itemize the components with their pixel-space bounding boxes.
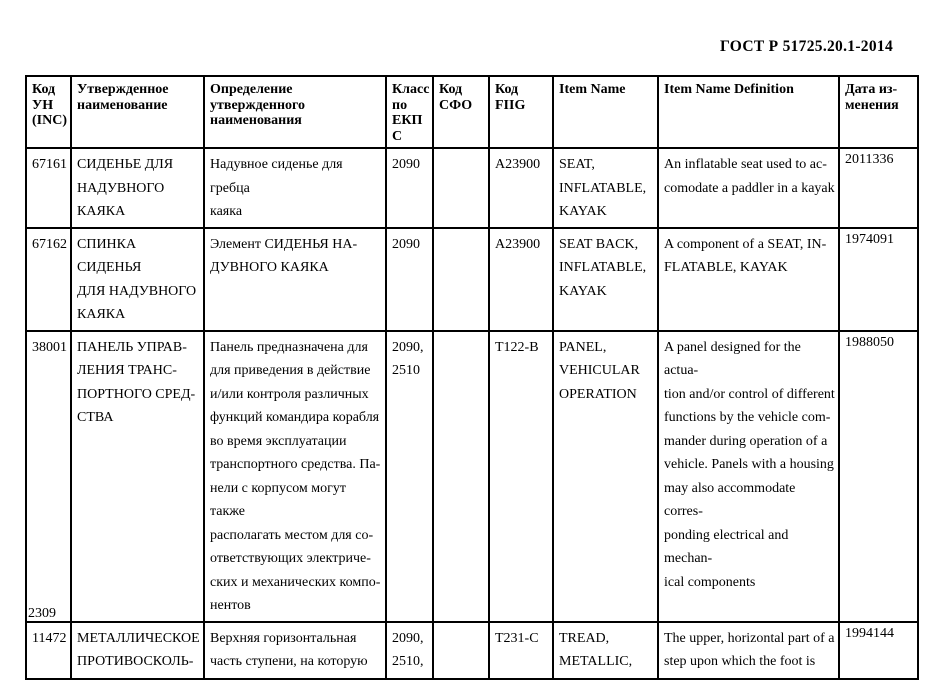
cell-item-name: SEAT BACK, INFLATABLE, KAYAK (552, 226, 659, 332)
cell-change-date: 1994144 (838, 620, 919, 680)
document-title: ГОСТ Р 51725.20.1-2014 (720, 38, 893, 55)
cell-fiig-code: A23900 (488, 226, 554, 332)
cell-approved-name: СПИНКА СИДЕНЬЯ ДЛЯ НАДУВНОГО КАЯКА (70, 226, 205, 332)
table-row: 11472 МЕТАЛЛИЧЕСКОЕ ПРОТИВОСКОЛЬ- Верхня… (25, 620, 919, 680)
cell-approved-name: СИДЕНЬЕ ДЛЯ НАДУВНОГО КАЯКА (70, 147, 205, 229)
cell-item-name: SEAT, INFLATABLE, KAYAK (552, 147, 659, 229)
cell-approved-name: МЕТАЛЛИЧЕСКОЕ ПРОТИВОСКОЛЬ- (70, 620, 205, 680)
table-row: 67162 СПИНКА СИДЕНЬЯ ДЛЯ НАДУВНОГО КАЯКА… (25, 226, 919, 332)
cell-inc-code: 67161 (25, 147, 72, 229)
table-header-row: Код УН (INC) Утвержденное наименование О… (25, 75, 919, 149)
cell-ekps-class: 2090, 2510, (385, 620, 434, 680)
cell-inc-code: 67162 (25, 226, 72, 332)
column-header-approved-name: Утвержденное наименование (70, 75, 205, 149)
cell-change-date: 1988050 (838, 329, 919, 623)
column-header-sfo-code: Код СФО (432, 75, 490, 149)
cell-approved-name-definition: Элемент СИДЕНЬЯ НА- ДУВНОГО КАЯКА (203, 226, 387, 332)
cell-item-name-definition: A component of a SEAT, IN- FLATABLE, KAY… (657, 226, 840, 332)
column-header-fiig-code: Код FIIG (488, 75, 554, 149)
column-header-inc-code: Код УН (INC) (25, 75, 72, 149)
cell-fiig-code: T231-C (488, 620, 554, 680)
cell-ekps-class: 2090 (385, 147, 434, 229)
column-header-item-name-definition: Item Name Definition (657, 75, 840, 149)
table-row: 67161 СИДЕНЬЕ ДЛЯ НАДУВНОГО КАЯКА Надувн… (25, 147, 919, 229)
cell-item-name-definition: A panel designed for the actua- tion and… (657, 329, 840, 623)
page-number: 2309 (28, 606, 56, 621)
cell-change-date: 2011336 (838, 147, 919, 229)
cell-ekps-class: 2090, 2510 (385, 329, 434, 623)
cell-sfo-code (432, 329, 490, 623)
cell-item-name: TREAD, METALLIC, (552, 620, 659, 680)
column-header-approved-name-definition: Определение утвержденного наименования (203, 75, 387, 149)
cell-item-name: PANEL, VEHICULAR OPERATION (552, 329, 659, 623)
cell-approved-name-definition: Верхняя горизонтальная часть ступени, на… (203, 620, 387, 680)
column-header-ekps-class: Класс по ЕКП С (385, 75, 434, 149)
catalog-table: Код УН (INC) Утвержденное наименование О… (25, 75, 919, 680)
cell-approved-name-definition: Надувное сиденье для гребца каяка (203, 147, 387, 229)
cell-approved-name-definition: Панель предназначена для для приведения … (203, 329, 387, 623)
document-page: { "page": { "title": "ГОСТ Р 51725.20.1-… (25, 38, 919, 680)
cell-item-name-definition: An inflatable seat used to ac- comodate … (657, 147, 840, 229)
cell-ekps-class: 2090 (385, 226, 434, 332)
cell-change-date: 1974091 (838, 226, 919, 332)
cell-fiig-code: T122-B (488, 329, 554, 623)
cell-sfo-code (432, 226, 490, 332)
column-header-item-name: Item Name (552, 75, 659, 149)
table-row: 38001 ПАНЕЛЬ УПРАВ- ЛЕНИЯ ТРАНС- ПОРТНОГ… (25, 329, 919, 623)
cell-inc-code: 11472 (25, 620, 72, 680)
cell-fiig-code: A23900 (488, 147, 554, 229)
cell-sfo-code (432, 620, 490, 680)
cell-approved-name: ПАНЕЛЬ УПРАВ- ЛЕНИЯ ТРАНС- ПОРТНОГО СРЕД… (70, 329, 205, 623)
cell-item-name-definition: The upper, horizontal part of a step upo… (657, 620, 840, 680)
cell-sfo-code (432, 147, 490, 229)
cell-inc-code: 38001 (25, 329, 72, 623)
column-header-change-date: Дата из- менения (838, 75, 919, 149)
